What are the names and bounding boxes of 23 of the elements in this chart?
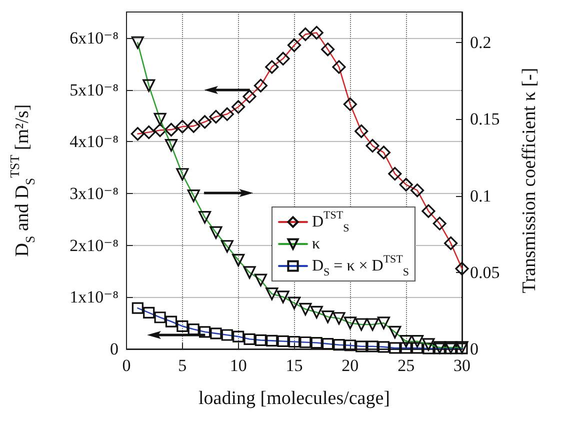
x-tick-label: 5 (178, 356, 187, 375)
x-tick-label: 30 (454, 356, 470, 375)
x-tick-label: 10 (230, 356, 247, 375)
y2-axis-title: Transmission coefficient κ [-] (519, 68, 540, 294)
y-tick-label: 1x10⁻⁸ (70, 288, 119, 307)
x-tick-label: 15 (286, 356, 303, 375)
x-tick-label: 20 (342, 356, 359, 375)
y2-tick-label: 0.1 (470, 186, 492, 206)
x-axis-title: loading [molecules/cage] (198, 388, 390, 409)
x-tick-label: 0 (122, 356, 131, 375)
x-tick-label: 25 (398, 356, 415, 375)
y-axis-title: DS and DSTST [m²/s] (7, 104, 38, 257)
legend-label: κ (312, 236, 320, 252)
y-tick-label: 5x10⁻⁸ (70, 80, 119, 100)
y2-tick-label: 0 (470, 340, 478, 358)
y2-tick-label: 0.15 (470, 110, 500, 129)
y-tick-label: 2x10⁻⁸ (70, 236, 119, 255)
y-tick-label: 0 (110, 340, 118, 358)
y2-tick-label: 0.05 (470, 262, 500, 282)
y-tick-label: 3x10⁻⁸ (70, 184, 119, 203)
y2-tick-label: 0.2 (470, 33, 492, 52)
y-tick-label: 4x10⁻⁸ (70, 132, 119, 152)
y-tick-label: 6x10⁻⁸ (70, 28, 119, 48)
